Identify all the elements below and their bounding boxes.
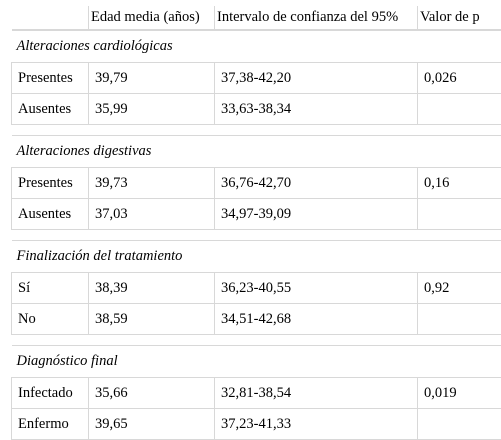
mean-age-cell: 35,66 <box>89 378 215 409</box>
mean-age-cell: 38,39 <box>89 273 215 304</box>
header-cell-p-value: Valor de p <box>418 6 501 30</box>
p-value-cell <box>418 199 501 230</box>
p-value-cell: 0,92 <box>418 273 501 304</box>
row-label: Infectado <box>12 378 89 409</box>
p-value-cell: 0,16 <box>418 168 501 199</box>
mean-age-cell: 39,73 <box>89 168 215 199</box>
confidence-interval-cell: 34,51-42,68 <box>215 304 418 335</box>
header-row: Edad media (años) Intervalo de confianza… <box>12 6 501 30</box>
mean-age-cell: 39,79 <box>89 63 215 94</box>
header-cell-label <box>12 6 89 30</box>
section-title: Alteraciones cardiológicas <box>12 31 501 63</box>
mean-age-cell: 35,99 <box>89 94 215 125</box>
results-table: Edad media (años) Intervalo de confianza… <box>11 6 501 440</box>
confidence-interval-cell: 36,23-40,55 <box>215 273 418 304</box>
mean-age-cell: 37,03 <box>89 199 215 230</box>
header-cell-mean-age: Edad media (años) <box>89 6 215 30</box>
p-value-cell <box>418 304 501 335</box>
section-header-row: Diagnóstico final <box>12 346 501 378</box>
section-title: Alteraciones digestivas <box>12 136 501 168</box>
confidence-interval-cell: 33,63-38,34 <box>215 94 418 125</box>
section-header-row: Alteraciones cardiológicas <box>12 31 501 63</box>
row-label: Presentes <box>12 168 89 199</box>
row-label: Sí <box>12 273 89 304</box>
row-label: No <box>12 304 89 335</box>
p-value-cell <box>418 409 501 440</box>
section-header-row: Alteraciones digestivas <box>12 136 501 168</box>
mean-age-cell: 39,65 <box>89 409 215 440</box>
p-value-cell: 0,026 <box>418 63 501 94</box>
section-spacer <box>12 230 501 241</box>
row-label: Enfermo <box>12 409 89 440</box>
header-cell-confidence-interval: Intervalo de confianza del 95% <box>215 6 418 30</box>
row-label: Presentes <box>12 63 89 94</box>
section-spacer <box>12 125 501 136</box>
spacer-cell <box>12 335 501 346</box>
confidence-interval-cell: 37,23-41,33 <box>215 409 418 440</box>
row-label: Ausentes <box>12 94 89 125</box>
row-label: Ausentes <box>12 199 89 230</box>
confidence-interval-cell: 32,81-38,54 <box>215 378 418 409</box>
p-value-cell <box>418 94 501 125</box>
section-title: Finalización del tratamiento <box>12 241 501 273</box>
section-spacer <box>12 335 501 346</box>
spacer-cell <box>12 125 501 136</box>
confidence-interval-cell: 34,97-39,09 <box>215 199 418 230</box>
mean-age-cell: 38,59 <box>89 304 215 335</box>
section-title: Diagnóstico final <box>12 346 501 378</box>
confidence-interval-cell: 37,38-42,20 <box>215 63 418 94</box>
spacer-cell <box>12 230 501 241</box>
section-header-row: Finalización del tratamiento <box>12 241 501 273</box>
p-value-cell: 0,019 <box>418 378 501 409</box>
confidence-interval-cell: 36,76-42,70 <box>215 168 418 199</box>
